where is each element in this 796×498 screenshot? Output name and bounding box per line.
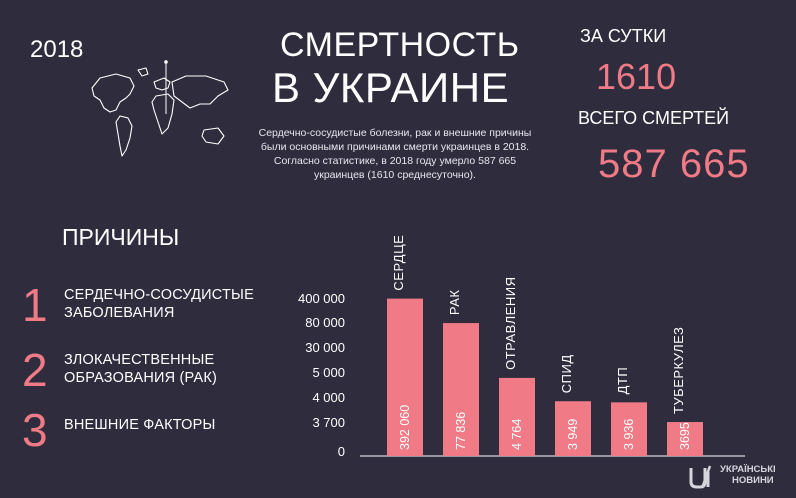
bar [611, 402, 647, 456]
total-deaths-value: 587 665 [598, 142, 750, 186]
bar-category-label: ДТП [615, 367, 630, 395]
bar-category-label: ТУБЕРКУЛЕЗ [671, 327, 686, 414]
logo-text: УКРАЇНСЬКІ НОВИНИ [720, 464, 776, 486]
y-tick-label: 80 000 [305, 315, 345, 330]
bar-value-label: 3695 [678, 422, 692, 450]
bar-value-label: 392 060 [398, 405, 412, 450]
y-tick-label: 4 000 [312, 390, 345, 405]
cause-item-1-line2: ЗАБОЛЕВАНИЯ [64, 305, 175, 321]
cause-item-1: СЕРДЕЧНО-СОСУДИСТЫЕ ЗАБОЛЕВАНИЯ [64, 286, 254, 322]
cause-item-2-line2: ОБРАЗОВАНИЯ (РАК) [64, 370, 218, 386]
description-text: Сердечно-сосудистые болезни, рак и внешн… [258, 127, 532, 181]
y-tick-label: 30 000 [305, 340, 345, 355]
page-title-line2: В УКРАИНЕ [272, 64, 510, 111]
bar-category-label: ОТРАВЛЕНИЯ [503, 277, 518, 370]
logo-line2: НОВИНИ [732, 475, 774, 486]
causes-title: ПРИЧИНЫ [62, 224, 180, 250]
per-day-value: 1610 [596, 56, 677, 97]
cause-item-2: ЗЛОКАЧЕСТВЕННЫЕ ОБРАЗОВАНИЯ (РАК) [64, 351, 217, 387]
page-title-line1: СМЕРТНОСТЬ [280, 26, 520, 64]
total-deaths-label: ВСЕГО СМЕРТЕЙ [578, 108, 730, 128]
logo-icon [689, 465, 712, 489]
bar [443, 323, 479, 456]
per-day-label: ЗА СУТКИ [580, 26, 667, 46]
cause-item-3-line1: ВНЕШНИЕ ФАКТОРЫ [64, 417, 216, 433]
cause-item-3: ВНЕШНИЕ ФАКТОРЫ [64, 416, 216, 434]
cause-number-2: 2 [22, 344, 48, 396]
cause-number-3: 3 [22, 404, 48, 456]
bar-category-label: РАК [447, 290, 462, 316]
bar [555, 401, 591, 456]
bar-value-label: 77 836 [454, 412, 468, 450]
y-tick-label: 400 000 [298, 291, 345, 306]
bar-value-label: 3 949 [566, 419, 580, 450]
bar [667, 422, 703, 456]
cause-number-1: 1 [22, 279, 48, 331]
bar [499, 377, 535, 456]
y-tick-label: 5 000 [312, 365, 345, 380]
y-tick-label: 3 700 [312, 415, 345, 430]
bar [387, 298, 423, 456]
logo-line1: УКРАЇНСЬКІ [720, 464, 776, 475]
cause-item-2-line1: ЗЛОКАЧЕСТВЕННЫЕ [64, 352, 215, 368]
bar-value-label: 3 936 [622, 419, 636, 450]
bar-category-label: СЕРДЦЕ [391, 235, 406, 291]
bar-category-label: СПИД [559, 354, 574, 393]
world-map-icon [91, 60, 229, 157]
bar-value-label: 4 764 [510, 419, 524, 450]
cause-item-1-line1: СЕРДЕЧНО-СОСУДИСТЫЕ [64, 287, 254, 303]
y-tick-label: 0 [338, 444, 345, 459]
year-label: 2018 [30, 36, 84, 63]
